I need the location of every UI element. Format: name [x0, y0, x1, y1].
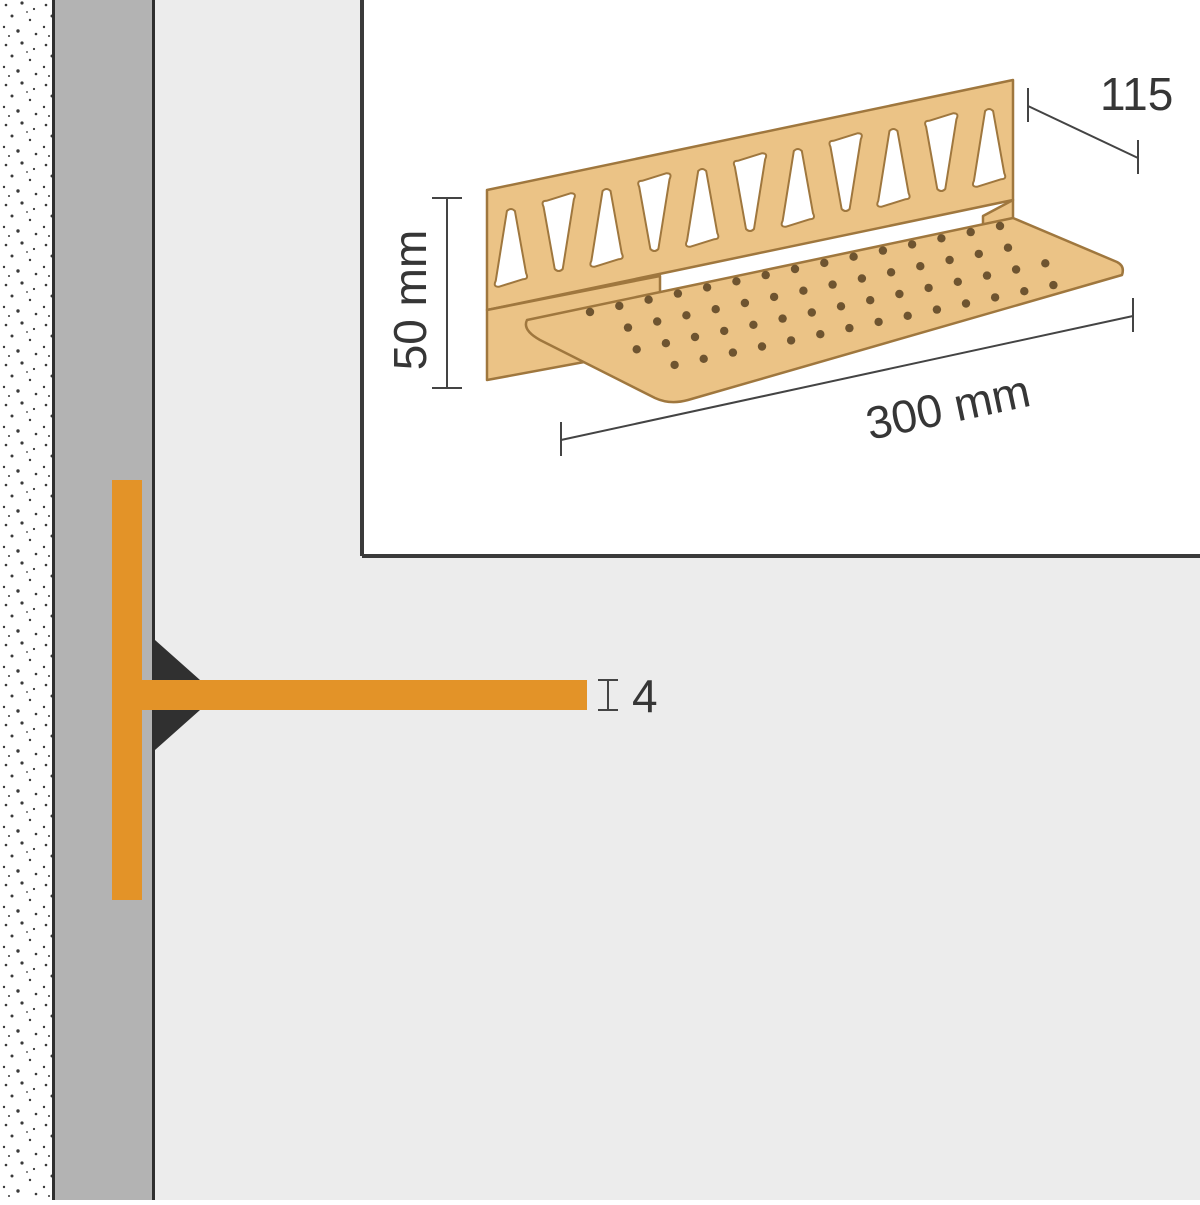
isometric-inset: 50 mm 300 mm 115 [362, 0, 1200, 556]
height-label: 50 mm [384, 230, 436, 371]
substrate-strip [0, 0, 54, 1200]
depth-label: 115 [1100, 68, 1173, 120]
technical-drawing: 4 [0, 0, 1200, 1200]
bracket-horizontal [112, 680, 587, 710]
thickness-label: 4 [632, 670, 658, 722]
